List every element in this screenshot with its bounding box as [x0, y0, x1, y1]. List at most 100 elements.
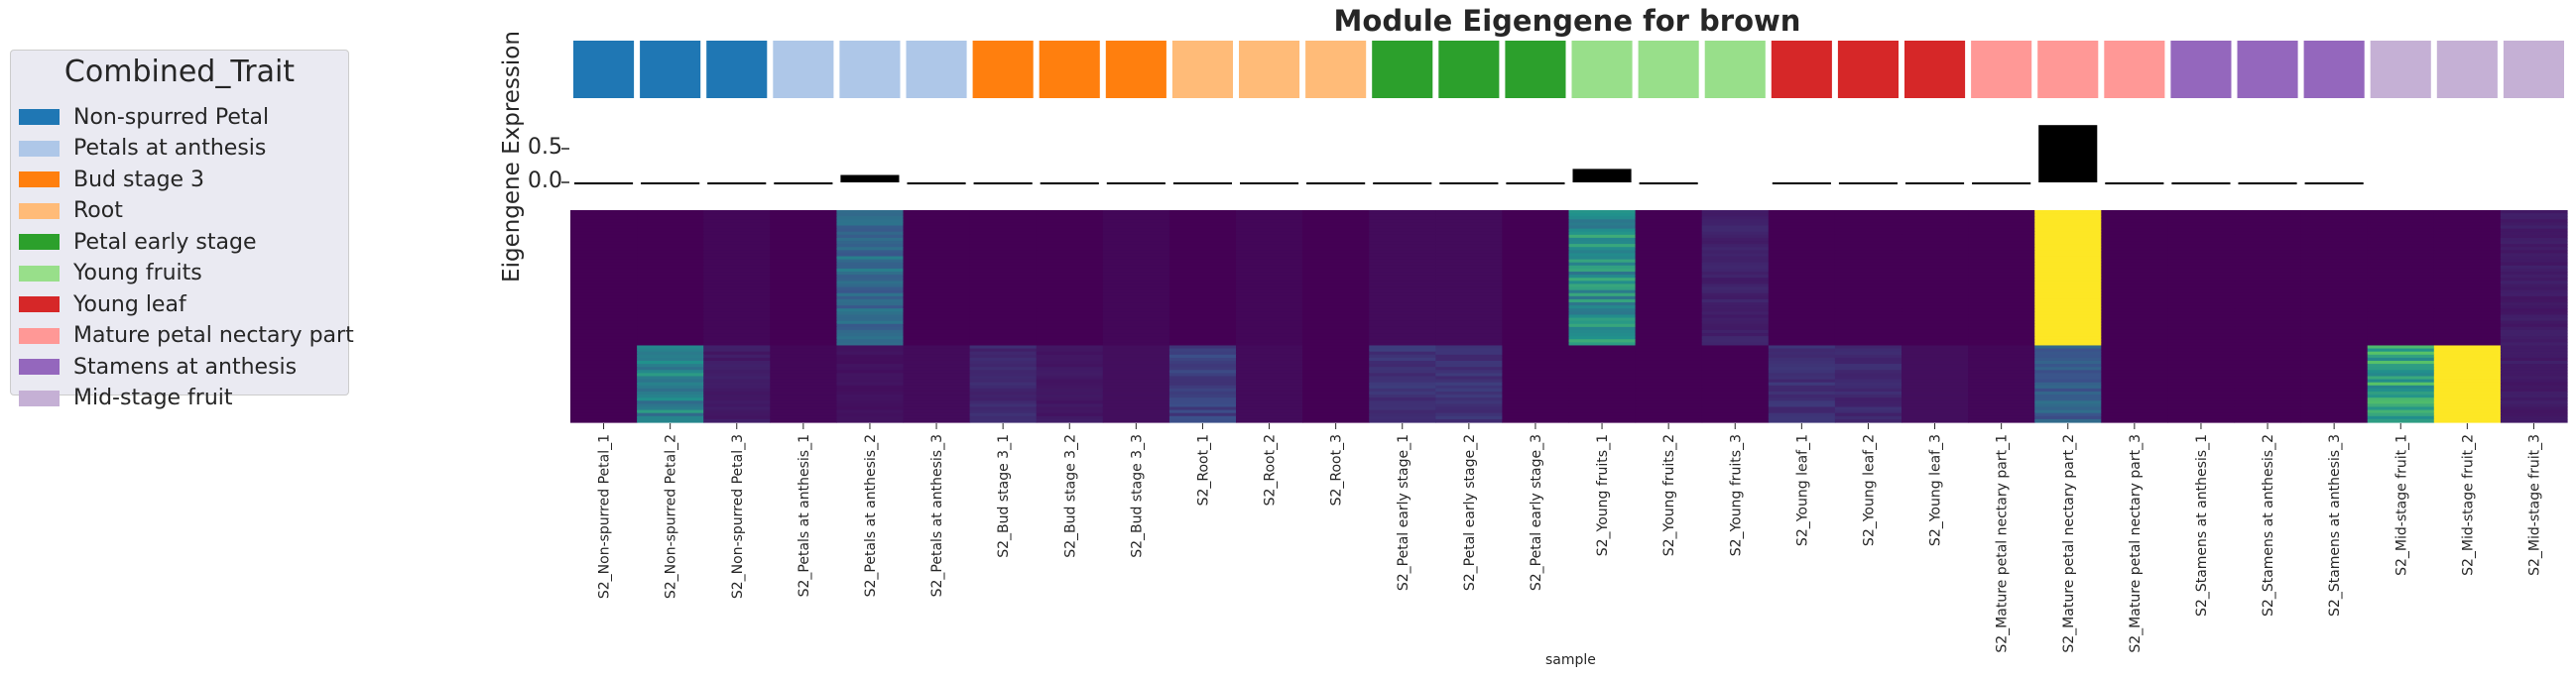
heatmap-cell [1435, 403, 1503, 408]
heatmap-cell [1834, 391, 1902, 396]
heatmap-cell [1435, 400, 1503, 404]
heatmap-cell [703, 244, 771, 248]
heatmap-cell [1036, 379, 1104, 384]
heatmap-cell [2101, 305, 2168, 309]
heatmap-cell [969, 275, 1038, 279]
heatmap-cell [1369, 403, 1436, 408]
heatmap-cell [2367, 403, 2435, 408]
heatmap-cell [1901, 278, 1969, 282]
heatmap-cell [2367, 314, 2435, 319]
heatmap-cell [2300, 283, 2369, 288]
heatmap-cell [836, 237, 905, 242]
heatmap-cell [1435, 298, 1503, 303]
heatmap-cell [1635, 354, 1703, 359]
heatmap-cell [1369, 228, 1436, 233]
heatmap-cell [1036, 275, 1104, 279]
heatmap-cell [1768, 241, 1836, 245]
heatmap-cell [1834, 382, 1902, 387]
heatmap-cell [1568, 265, 1637, 270]
sample-color-cell [2370, 41, 2431, 98]
heatmap-cell [2167, 314, 2236, 319]
heatmap-cell [1968, 357, 2035, 362]
heatmap-cell [2433, 367, 2502, 371]
heatmap-cell [1901, 275, 1969, 279]
heatmap-cell [703, 247, 771, 251]
heatmap-cell [1768, 317, 1836, 322]
heatmap-cell [1236, 262, 1303, 267]
heatmap-cell [1834, 388, 1902, 393]
heatmap-cell [1635, 250, 1703, 255]
heatmap-cell [1768, 286, 1836, 291]
heatmap-cell [1168, 323, 1237, 328]
heatmap-cell [2367, 373, 2435, 378]
heatmap-cell [1635, 314, 1703, 319]
heatmap-cell [1901, 225, 1969, 230]
heatmap-cell [770, 395, 837, 398]
sample-color-cell [640, 41, 701, 98]
heatmap-cell [2300, 305, 2369, 309]
eigengene-bar [1172, 182, 1232, 184]
heatmap-cell [1102, 234, 1170, 239]
heatmap-cell [2034, 250, 2102, 255]
heatmap-cell [2500, 275, 2568, 279]
heatmap-cell [836, 256, 905, 261]
heatmap-cell [570, 336, 638, 340]
heatmap-cell [703, 406, 771, 411]
heatmap-cell [703, 339, 771, 343]
heatmap-cell [1502, 333, 1570, 337]
heatmap-cell [1635, 351, 1703, 356]
heatmap-cell [2500, 385, 2568, 390]
heatmap-cell [1635, 345, 1703, 350]
heatmap-cell [2433, 354, 2502, 359]
heatmap-cell [1236, 418, 1303, 423]
heatmap-cell [1102, 265, 1170, 270]
heatmap-cell [2500, 308, 2568, 312]
heatmap-cell [1236, 395, 1303, 398]
heatmap-cell [2101, 317, 2168, 322]
heatmap-cell [1701, 250, 1770, 255]
heatmap-cell [2101, 278, 2168, 282]
heatmap-cell [637, 262, 704, 267]
heatmap-cell [1502, 298, 1570, 303]
heatmap-cell [1635, 210, 1703, 214]
heatmap-cell [770, 237, 837, 242]
heatmap-cell [1102, 329, 1170, 334]
heatmap-cell [2101, 370, 2168, 374]
heatmap-cell [2234, 253, 2302, 258]
heatmap-cell [2167, 397, 2236, 401]
heatmap-cell [1236, 231, 1303, 236]
heatmap-cell [903, 395, 971, 398]
heatmap-cell [1036, 295, 1104, 300]
sample-color-cell [2237, 41, 2298, 98]
heatmap-cell [1635, 222, 1703, 227]
heatmap-cell [2034, 397, 2102, 401]
heatmap-cell [1834, 250, 1902, 255]
heatmap-cell [2234, 320, 2302, 325]
heatmap-cell [2034, 348, 2102, 353]
heatmap-cell [1768, 265, 1836, 270]
heatmap-cell [637, 326, 704, 331]
heatmap-cell [2034, 268, 2102, 273]
heatmap-cell [969, 305, 1038, 309]
heatmap-cell [1236, 219, 1303, 224]
heatmap-cell [969, 339, 1038, 343]
heatmap-cell [2034, 228, 2102, 233]
heatmap-cell [2234, 244, 2302, 248]
heatmap-cell [1369, 222, 1436, 227]
heatmap-cell [637, 406, 704, 411]
heatmap-cell [2433, 412, 2502, 417]
heatmap-cell [969, 391, 1038, 396]
heatmap-cell [2367, 275, 2435, 279]
heatmap-cell [1302, 376, 1370, 381]
heatmap-cell [1236, 283, 1303, 288]
heatmap-cell [2101, 395, 2168, 398]
heatmap-cell [2433, 397, 2502, 401]
heatmap-cell [1768, 219, 1836, 224]
heatmap-cell [703, 345, 771, 350]
heatmap-cell [1168, 364, 1237, 368]
heatmap-cell [1502, 250, 1570, 255]
heatmap-cell [1701, 326, 1770, 331]
heatmap-cell [2167, 216, 2236, 220]
heatmap-cell [1701, 382, 1770, 387]
heatmap-cell [903, 376, 971, 381]
